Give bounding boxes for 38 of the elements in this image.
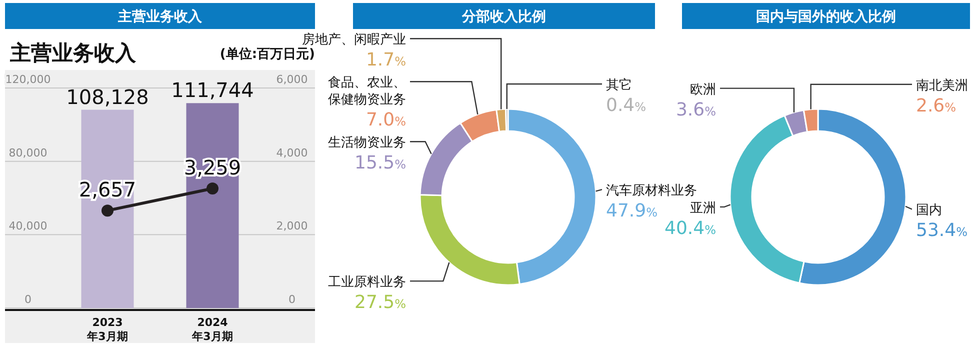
y-tick-label: 0 [24,293,32,306]
data-label: 108,128 [66,84,149,109]
slice-label: 亚洲 [690,200,716,216]
chart-title: 国内与国外的收入比例 [756,9,896,25]
slice-label: 南北美洲 [916,77,968,94]
slice-label: 房地产、闲暇产业 [302,32,406,48]
x-tick-label: 2023年3月期 [86,316,128,343]
chart-title: 主营业务收入 [9,41,137,65]
data-label: 2.6% [916,95,956,116]
text: (单位:百万日元) [220,46,315,62]
data-label: 0.4% [606,95,646,116]
y-tick-label: 40,000 [8,220,48,233]
chart-subtitle: 主营业务收入 [117,8,203,25]
data-label: 40.4% [664,218,716,239]
slice-label: 欧洲 [690,82,716,98]
data-label: 111,744 [171,78,254,102]
slice-label: 其它 [606,77,632,94]
y2-tick-label: 6,000 [276,73,308,86]
y2-tick-label: 4,000 [276,146,308,160]
x-tick-label: 2024年3月期 [191,316,233,343]
data-label: 53.4% [916,220,968,242]
data-label: 2,657 [78,178,136,202]
data-label: 47.9% [606,200,658,222]
data-label: 27.5% [354,292,406,314]
slice-label: 工业原料业务 [328,275,406,290]
data-label: 15.5% [354,152,406,174]
y-tick-label: 80,000 [8,146,48,160]
slice-label: 食品、农业、保健物资业务 [328,76,406,108]
data-label: 7.0% [366,110,406,131]
slice-label: 生活物资业务 [328,136,406,151]
slice-label: 汽车原材料业务 [606,184,697,199]
slice-label: 国内 [916,203,942,218]
y2-tick-label: 0 [288,293,296,306]
chart-title: 分部收入比例 [461,8,546,25]
data-label: 1.7% [366,50,406,71]
data-label: 3.6% [676,99,716,120]
y-tick-label: 120,000 [5,73,51,86]
y2-tick-label: 2,000 [276,220,308,233]
